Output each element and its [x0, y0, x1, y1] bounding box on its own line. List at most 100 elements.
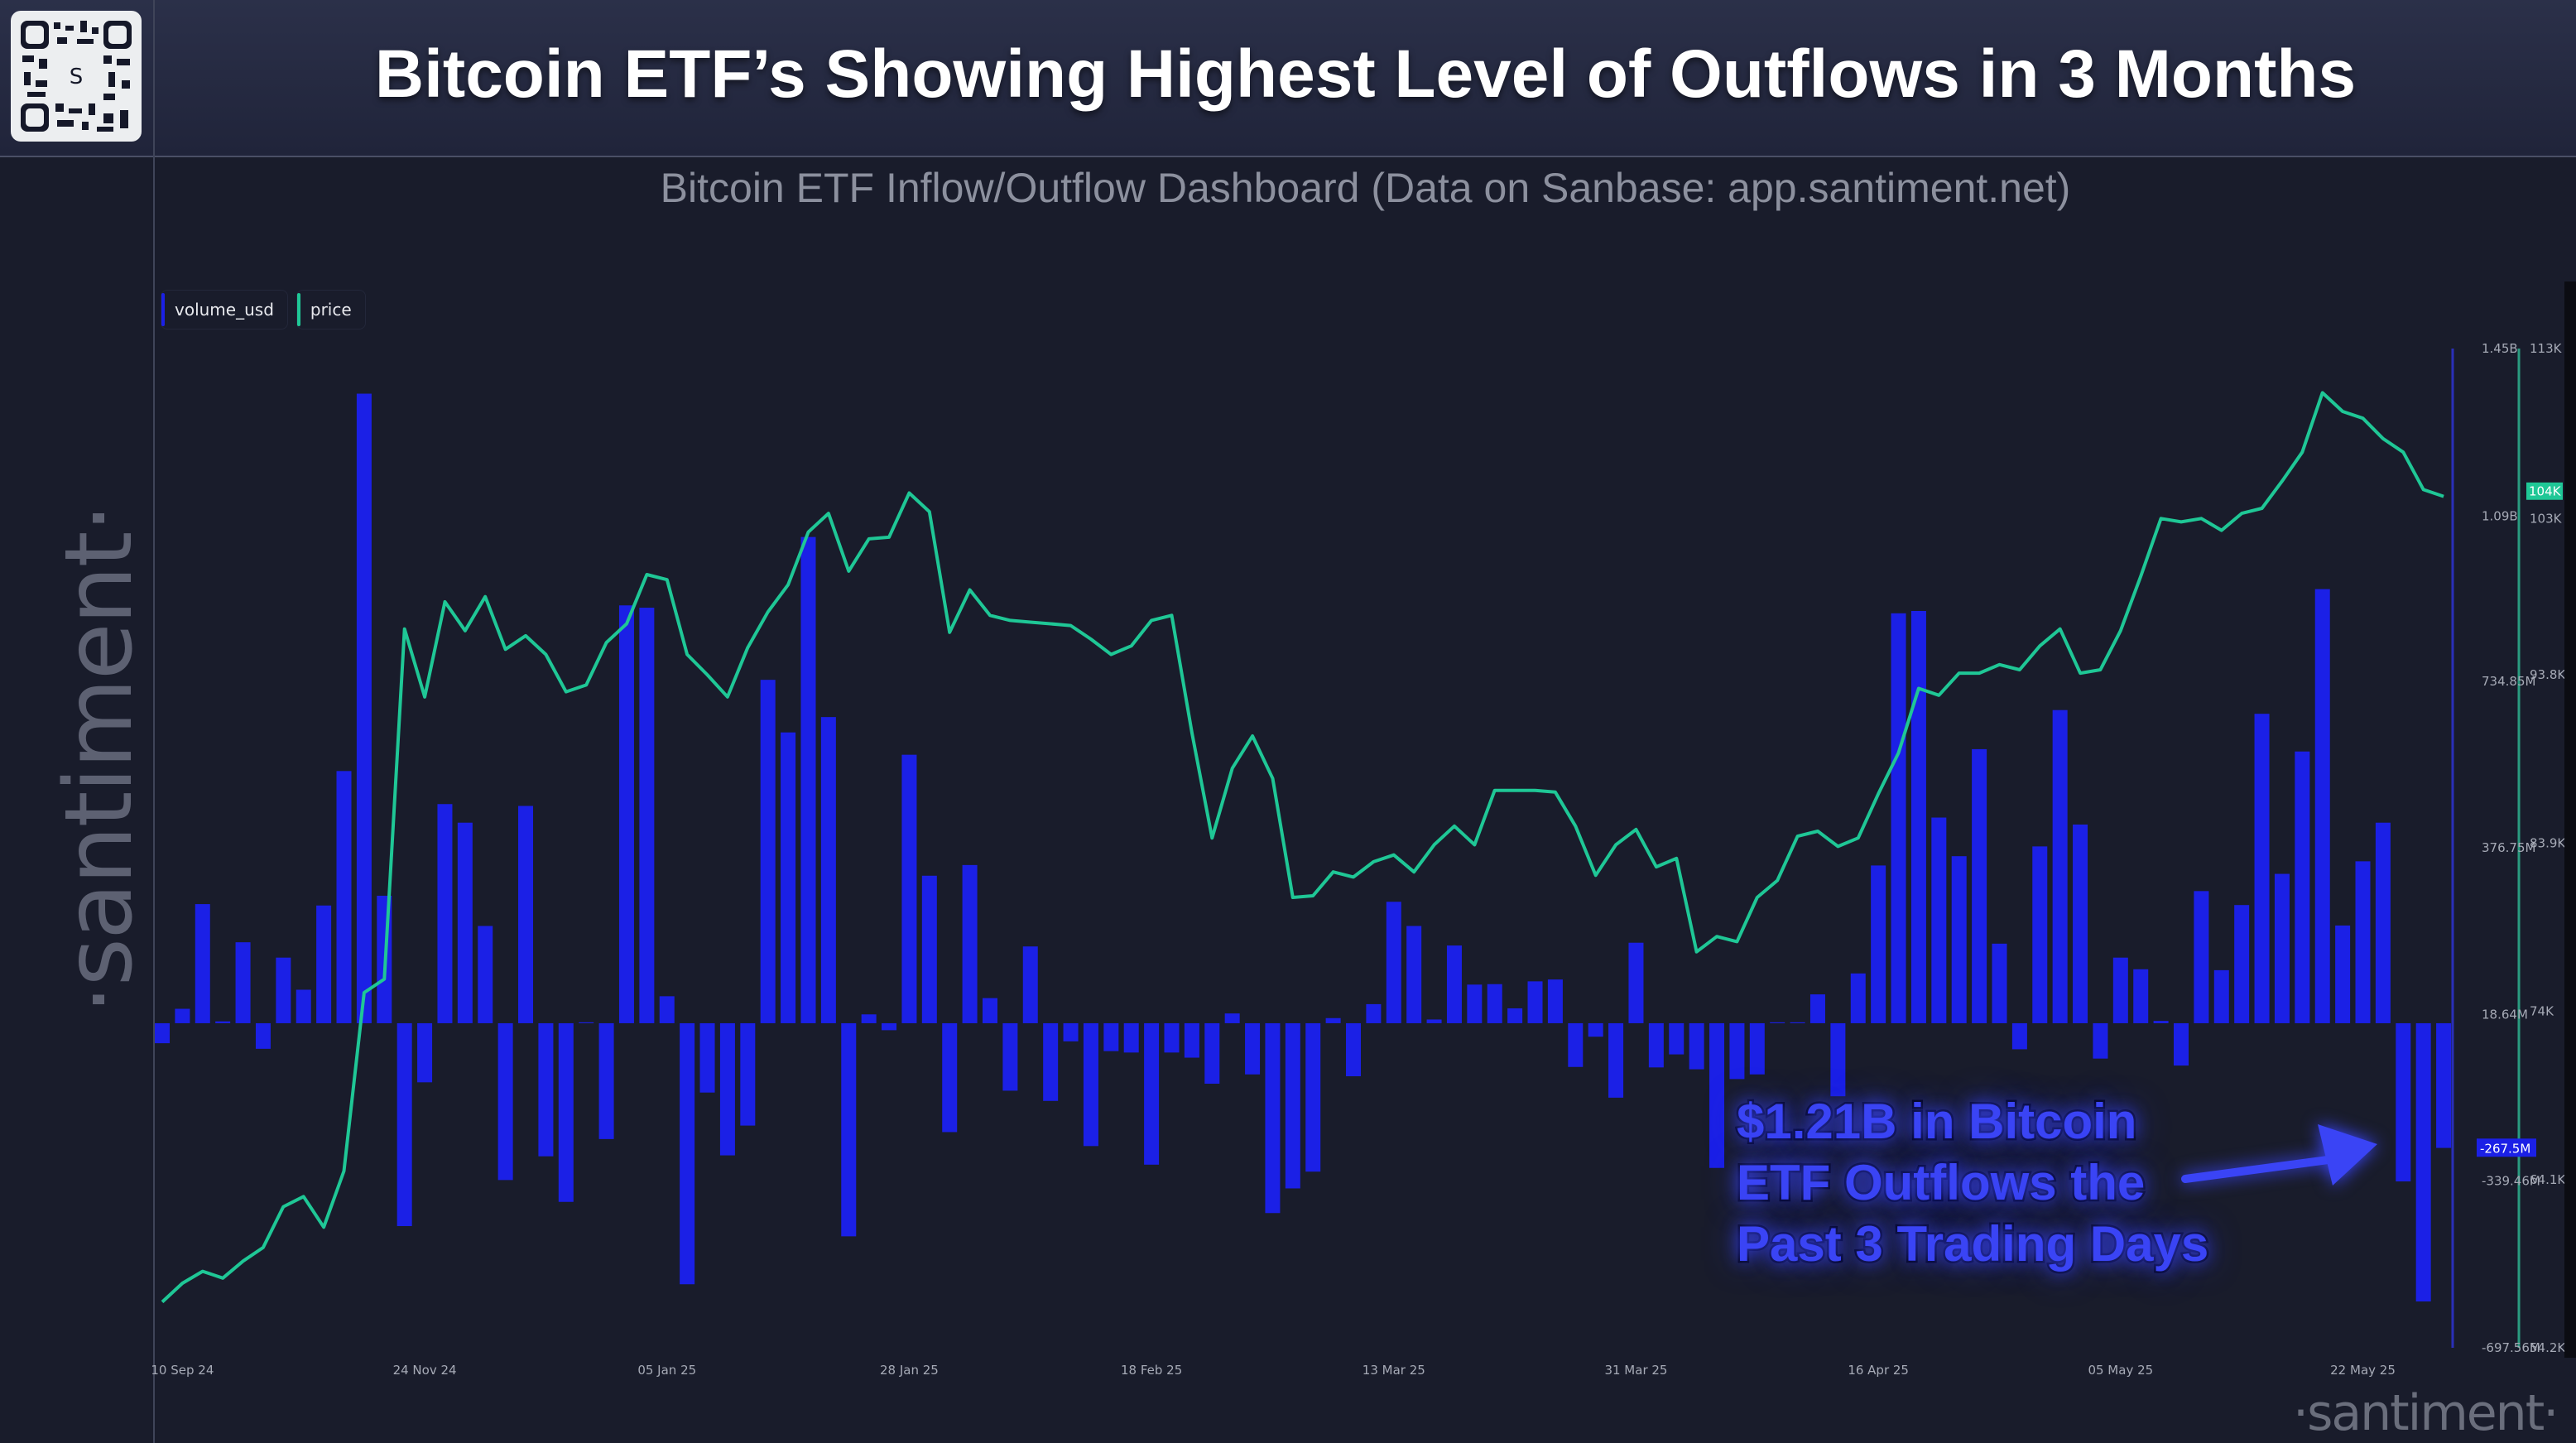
volume-bar — [781, 732, 796, 1023]
volume-bar — [1689, 1022, 1704, 1070]
volume-current-label: -267.5M — [2480, 1141, 2530, 1156]
annotation-line: Past 3 Trading Days — [1734, 1215, 2210, 1274]
legend-label-price: price — [310, 300, 352, 320]
volume-bar — [396, 1022, 412, 1226]
volume-bar — [2194, 891, 2209, 1023]
volume-bar — [457, 822, 473, 1023]
x-tick-label: 13 Mar 25 — [1362, 1363, 1425, 1378]
volume-bar — [316, 905, 332, 1023]
volume-bar — [1265, 1022, 1281, 1214]
annotation-arrow-shaft — [2181, 1155, 2338, 1183]
chart-legend: volume_usd price — [161, 290, 366, 329]
volume-bar — [1972, 748, 1987, 1023]
outflow-annotation: $1.21B in Bitcoin ETF Outflows the Past … — [1734, 1091, 2210, 1275]
price-current-badge — [2526, 482, 2563, 500]
page-title: Bitcoin ETF’s Showing Highest Level of O… — [374, 36, 2357, 112]
volume-bar — [1103, 1022, 1119, 1051]
volume-bar — [2335, 925, 2351, 1023]
volume-bar — [336, 771, 352, 1023]
price-tick-label: 93.8K — [2530, 667, 2566, 682]
volume-bar — [1467, 984, 1483, 1023]
volume-bar — [2355, 861, 2371, 1023]
volume-bar — [1830, 1022, 1846, 1097]
volume-bar — [1144, 1022, 1160, 1165]
volume-bar — [1446, 945, 1462, 1023]
volume-bar — [2112, 957, 2128, 1023]
volume-bar — [861, 1014, 877, 1023]
volume-bar — [1366, 1003, 1382, 1023]
volume-bar — [1487, 984, 1502, 1023]
volume-bar — [2213, 969, 2229, 1023]
volume-bar — [276, 957, 291, 1023]
volume-bar — [2375, 822, 2391, 1023]
annotation-arrow-head-icon — [2318, 1124, 2377, 1186]
santiment-watermark: ·santiment· — [2293, 1384, 2559, 1442]
volume-bar — [1709, 1022, 1725, 1168]
volume-bar — [1285, 1022, 1300, 1189]
x-tick-label: 05 May 25 — [2088, 1363, 2153, 1378]
volume-tick-label: -339.46M — [2482, 1174, 2540, 1189]
x-tick-label: 31 Mar 25 — [1604, 1363, 1667, 1378]
price-tick-label: 113K — [2530, 341, 2563, 356]
x-tick-label: 28 Jan 25 — [880, 1363, 939, 1378]
volume-bar — [2314, 589, 2330, 1023]
x-tick-label: 10 Sep 24 — [151, 1363, 214, 1378]
volume-bar — [2415, 1022, 2431, 1302]
volume-current-badge — [2477, 1138, 2536, 1157]
volume-bar — [1729, 1022, 1745, 1080]
volume-bar — [1568, 1022, 1584, 1067]
volume-bar — [1891, 613, 1906, 1023]
volume-bar — [235, 942, 251, 1023]
x-tick-label: 22 May 25 — [2330, 1363, 2396, 1378]
volume-bar — [2295, 751, 2310, 1023]
volume-bar — [2073, 824, 2088, 1023]
volume-bar — [1043, 1022, 1059, 1101]
header — [0, 0, 2576, 157]
volume-bar — [1931, 817, 1947, 1023]
volume-bar — [1426, 1019, 1442, 1023]
legend-label-volume: volume_usd — [175, 300, 274, 320]
qr-code-icon: S — [21, 21, 132, 132]
volume-bar — [478, 926, 493, 1023]
scrollbar[interactable] — [2564, 281, 2576, 1358]
volume-bar — [1910, 610, 1926, 1023]
volume-tick-label: 1.45B — [2482, 341, 2518, 356]
volume-bar — [215, 1021, 231, 1023]
price-tick-label: 64.1K — [2530, 1172, 2566, 1187]
volume-bar — [820, 717, 836, 1023]
qr-code: S — [11, 11, 142, 142]
volume-bar — [1809, 994, 1825, 1023]
volume-bar — [1123, 1022, 1139, 1053]
volume-bar — [639, 608, 655, 1023]
volume-bar — [1992, 943, 2007, 1023]
volume-bar — [1224, 1013, 1240, 1023]
x-tick-label: 05 Jan 25 — [637, 1363, 696, 1378]
legend-item-price[interactable]: price — [296, 290, 366, 329]
volume-bar — [1850, 973, 1866, 1023]
volume-bar — [2052, 709, 2068, 1023]
volume-bar — [356, 393, 372, 1023]
volume-bar — [1588, 1022, 1603, 1037]
volume-bar — [841, 1022, 857, 1237]
volume-bar — [882, 1022, 897, 1031]
volume-bar — [1749, 1022, 1765, 1075]
volume-bar — [1002, 1022, 1018, 1091]
volume-tick-label: 376.75M — [2482, 840, 2535, 855]
volume-bar — [1871, 865, 1886, 1023]
volume-bar — [760, 680, 776, 1023]
volume-bar — [2254, 714, 2270, 1023]
volume-bar — [921, 875, 937, 1023]
legend-item-volume[interactable]: volume_usd — [161, 290, 288, 329]
volume-bar — [1245, 1022, 1261, 1075]
volume-bar — [740, 1022, 756, 1126]
price-tick-label: 83.9K — [2530, 835, 2566, 850]
legend-swatch-volume — [161, 293, 165, 326]
volume-tick-label: 18.64M — [2482, 1007, 2528, 1022]
chart-subtitle: Bitcoin ETF Inflow/Outflow Dashboard (Da… — [660, 165, 2071, 211]
volume-bar — [1648, 1022, 1664, 1068]
volume-bar — [901, 754, 917, 1023]
volume-bar — [618, 605, 634, 1023]
volume-bar — [659, 996, 675, 1023]
price-tick-label: 54.2K — [2530, 1340, 2566, 1355]
